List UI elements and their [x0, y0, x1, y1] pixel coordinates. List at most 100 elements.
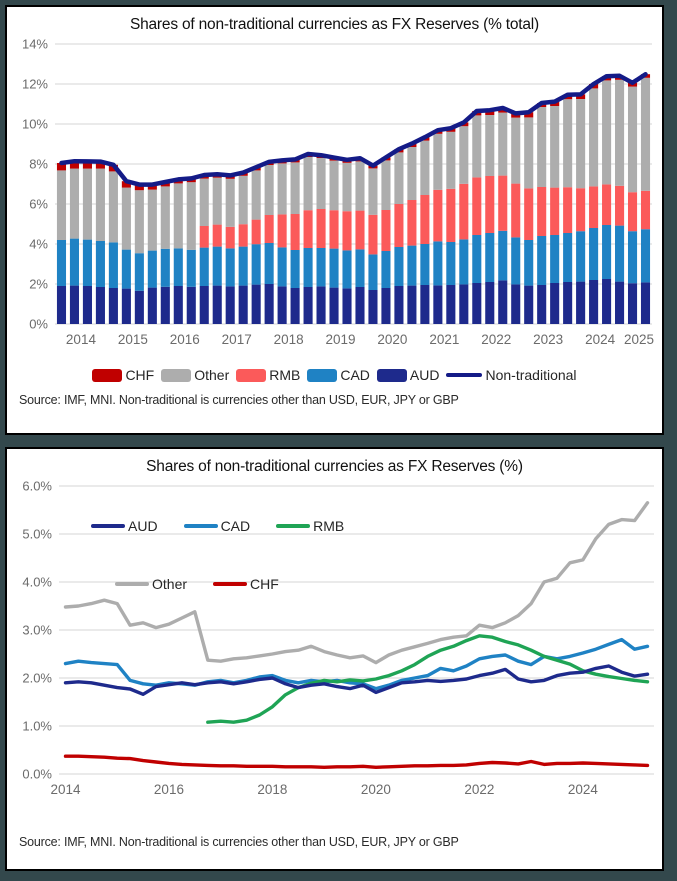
bar-segment-other: [433, 133, 443, 190]
bar-segment-rmb: [368, 214, 378, 255]
bar-segment-cad: [290, 250, 300, 288]
bar-segment-cad: [264, 243, 274, 284]
bar-segment-rmb: [446, 188, 456, 242]
bar-segment-other: [381, 160, 391, 210]
legend-label: AUD: [128, 518, 158, 534]
bar-segment-rmb: [264, 215, 274, 243]
bar-segment-rmb: [420, 195, 430, 244]
legend-label: CHF: [250, 576, 279, 592]
bar-segment-aud: [95, 287, 105, 324]
bar-segment-cad: [160, 248, 170, 287]
line-series-other: [63, 501, 650, 665]
bar-segment-aud: [550, 283, 560, 324]
legend-swatch-chf: [92, 368, 123, 382]
bar-segment-cad: [640, 229, 651, 283]
bar-segment-other: [303, 157, 313, 211]
bar-segment-rmb: [511, 183, 521, 238]
legend-swatch-cad: [183, 523, 218, 529]
bottom-chart-title: Shares of non-traditional currencies as …: [146, 458, 523, 475]
bar-segment-rmb: [290, 214, 300, 250]
bar-segment-aud: [563, 282, 573, 324]
bar-segment-rmb: [303, 210, 313, 248]
x-axis-tick-label: 2025: [624, 332, 654, 347]
x-axis-tick-label: 2015: [118, 332, 148, 347]
bar-segment-other: [511, 117, 521, 184]
bar-segment-chf: [56, 163, 67, 171]
bar-segment-rmb: [498, 175, 508, 231]
bar-segment-aud: [537, 285, 547, 324]
x-axis-tick-label: 2018: [257, 782, 287, 797]
bar-segment-cad: [563, 233, 573, 282]
legend-item-aud: AUD: [91, 518, 158, 534]
line-chart: 0.0% 1.0% 2.0% 3.0% 4.0% 5.0% 6.0% 2014 2016 2018…: [22, 479, 654, 797]
top-chart-area: 0% 2% 4% 6% 8% 10% 12% 14% 2014 2015 2016 2017 2018 2…: [9, 36, 662, 359]
bar-segment-other: [69, 168, 80, 239]
bar-segment-rmb: [537, 187, 547, 236]
bar-segment-other: [589, 88, 599, 187]
bar-segment-aud: [69, 285, 80, 324]
bar-segment-cad: [238, 246, 248, 286]
bar-segment-other: [173, 183, 183, 249]
top-chart-legend: CHF Other RMB CAD AUD Non-traditional: [7, 367, 662, 383]
bar-segment-aud: [589, 280, 599, 324]
bar-segment-cad: [277, 247, 287, 287]
bar-segment-other: [225, 178, 235, 227]
x-axis-tick-label: 2020: [377, 332, 407, 347]
bar-segment-other: [627, 86, 638, 193]
bar-segment-cad: [498, 230, 508, 281]
bar-segment-aud: [82, 286, 92, 324]
bar-segment-other: [329, 160, 339, 211]
bar-segment-other: [446, 131, 456, 189]
y-axis-tick-label: 6%: [29, 197, 48, 212]
bar-segment-cad: [303, 248, 313, 287]
bar-segment-cad: [95, 241, 105, 287]
bar-segment-rmb: [589, 186, 599, 228]
bottom-chart-legend-row-1: AUD CAD RMB: [91, 518, 344, 534]
bar-segment-chf: [69, 161, 80, 169]
bar-segment-other: [290, 162, 300, 214]
bar-segment-aud: [225, 286, 235, 324]
bar-segment-rmb: [329, 210, 339, 249]
bar-segment-aud: [576, 281, 586, 324]
bar-segment-other: [563, 99, 573, 188]
x-axis-tick-label: 2016: [170, 332, 200, 347]
legend-swatch-chf: [213, 581, 248, 587]
line-series-aud: [63, 664, 650, 697]
bar-segment-aud: [627, 283, 638, 324]
bar-segment-aud: [277, 286, 287, 324]
bar-segment-cad: [212, 246, 222, 286]
bar-segment-rmb: [472, 177, 482, 235]
bar-segment-rmb: [316, 209, 326, 248]
bar-segment-aud: [56, 286, 67, 324]
bar-segment-rmb: [550, 187, 560, 235]
bar-segment-rmb: [355, 210, 365, 250]
bar-segment-aud: [420, 285, 430, 324]
bar-segment-other: [251, 170, 261, 220]
bar-segment-cad: [394, 247, 404, 286]
bar-segment-cad: [121, 249, 131, 289]
bar-segment-aud: [342, 288, 352, 324]
bar-segment-other: [420, 140, 430, 195]
bar-segment-aud: [433, 285, 443, 324]
bar-segment-cad: [381, 251, 391, 288]
y-axis-tick-label: 2.0%: [22, 671, 52, 686]
bar-segment-cad: [472, 235, 482, 283]
y-axis-tick-label: 4.0%: [22, 575, 52, 590]
bar-segment-cad: [446, 242, 456, 285]
bar-segment-cad: [108, 242, 118, 288]
bar-segment-cad: [550, 235, 560, 283]
bar-segment-cad: [433, 241, 443, 286]
bar-segment-rmb: [381, 210, 391, 251]
bar-segment-cad: [316, 248, 326, 287]
y-axis-tick-label: 12%: [22, 77, 48, 92]
legend-item-aud: AUD: [376, 367, 439, 383]
x-axis-tick-label: 2017: [222, 332, 252, 347]
bar-segment-rmb: [238, 224, 248, 247]
legend-swatch-non-traditional: [446, 372, 483, 378]
bar-segment-chf: [576, 94, 586, 99]
bar-segment-aud: [355, 287, 365, 324]
bar-segment-other: [264, 165, 274, 215]
bar-segment-aud: [472, 283, 482, 324]
bar-segment-other: [485, 115, 495, 176]
line-series-chf: [63, 754, 650, 769]
